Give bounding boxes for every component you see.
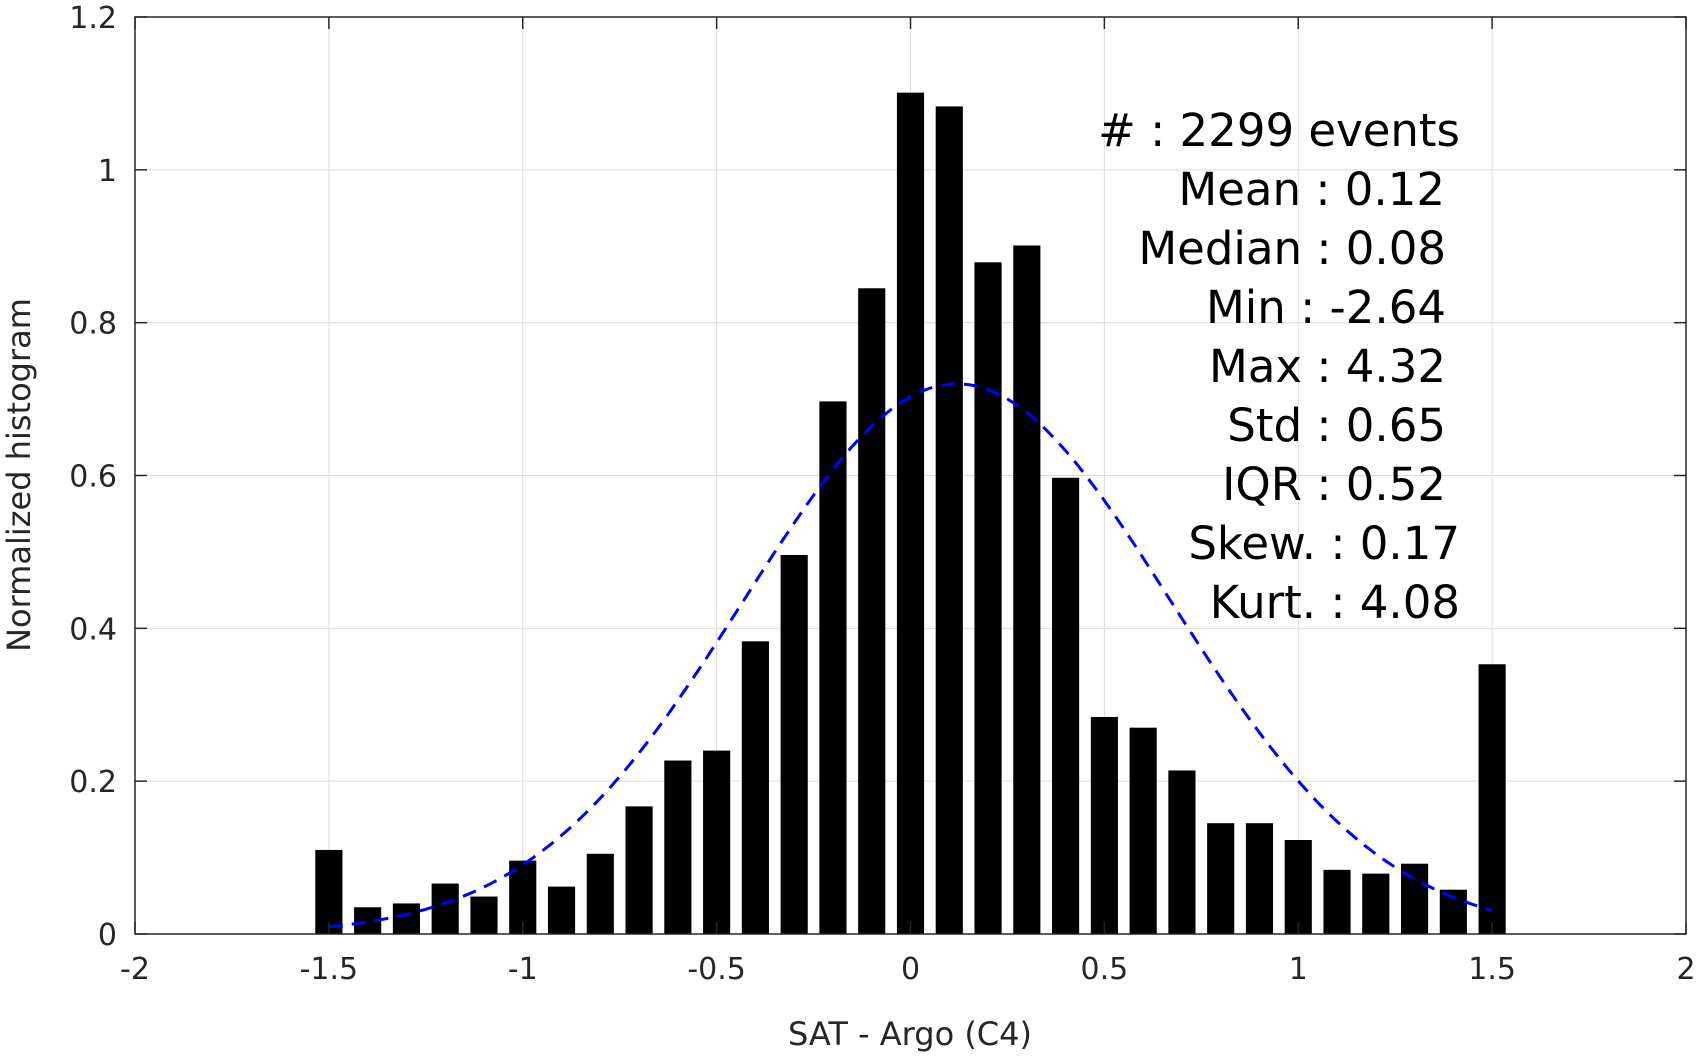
histogram-bar (1478, 664, 1506, 934)
histogram-bar (664, 760, 692, 934)
tick-labels: -2 -1.5 -1 -0.5 0 0.5 1 1.5 2 0 0.2 0.4 0.6 0.8 1 1.2 (69, 1, 1695, 987)
histogram-bar (896, 92, 925, 935)
histogram-bar (1013, 245, 1041, 934)
histogram-bar (1052, 477, 1080, 934)
histogram-bar (392, 903, 420, 934)
stat-line: Mean : 0.12 (1178, 163, 1445, 216)
histogram-bar (1129, 727, 1157, 934)
histogram-bar (780, 554, 808, 934)
stat-line: Median : 0.08 (1138, 222, 1446, 275)
histogram-bar (547, 886, 576, 934)
histogram-bar (1401, 863, 1429, 934)
x-tick-label: -1 (508, 952, 538, 987)
x-tick-label: 2 (1676, 952, 1695, 987)
x-tick-label: -2 (120, 952, 150, 987)
gaussian-fit-curve (328, 382, 1493, 929)
y-tick-label: 0.8 (69, 307, 117, 342)
fit-curve-layer (328, 382, 1493, 929)
histogram-bar (470, 896, 498, 934)
histogram-bar (935, 106, 963, 935)
x-tick-label: 1.5 (1468, 952, 1516, 987)
stat-line: Std : 0.65 (1227, 399, 1446, 452)
statistics-annotation: # : 2299 events Mean : 0.12 Median : 0.08 M… (1098, 104, 1460, 629)
histogram-bar (509, 860, 537, 934)
x-tick-label: -1.5 (300, 952, 359, 987)
histogram-bar (1323, 869, 1351, 934)
stat-line: # : 2299 events (1098, 104, 1460, 157)
histogram-bar (586, 853, 614, 934)
axes-frame (134, 16, 1687, 935)
histogram-bar (1362, 873, 1390, 934)
y-tick-label: 1 (98, 154, 117, 189)
histogram-bar (974, 262, 1002, 934)
stat-line: Kurt. : 4.08 (1210, 576, 1460, 629)
y-tick-label: 0 (98, 918, 117, 953)
histogram-bar (315, 849, 343, 934)
histogram-bar (1168, 770, 1196, 934)
stat-line: Skew. : 0.17 (1188, 517, 1460, 570)
histogram-bar (703, 750, 731, 934)
x-tick-label: 1 (1289, 952, 1308, 987)
stat-line: Min : -2.64 (1206, 281, 1446, 334)
y-tick-label: 0.6 (69, 460, 117, 495)
histogram-bar (1207, 823, 1235, 934)
y-tick-label: 0.4 (69, 612, 117, 647)
stat-line: IQR : 0.52 (1222, 458, 1446, 511)
histogram-bar (1245, 823, 1274, 934)
x-tick-label: 0 (901, 952, 920, 987)
x-tick-label: -0.5 (687, 952, 746, 987)
stat-line: Max : 4.32 (1209, 340, 1446, 393)
histogram-bar (1090, 716, 1118, 934)
histogram-bar (1284, 840, 1312, 934)
histogram-bar (741, 641, 769, 934)
histogram-bar (858, 288, 886, 934)
histogram-bars (315, 92, 1506, 935)
histogram-bar (431, 883, 459, 934)
y-tick-label: 1.2 (69, 1, 117, 36)
y-axis-label: Normalized histogram (0, 298, 38, 652)
y-tick-label: 0.2 (69, 765, 117, 800)
x-axis-label: SAT - Argo (C4) (788, 1015, 1032, 1053)
x-tick-label: 0.5 (1081, 952, 1129, 987)
histogram-bar (819, 401, 847, 934)
histogram-bar (625, 806, 653, 934)
